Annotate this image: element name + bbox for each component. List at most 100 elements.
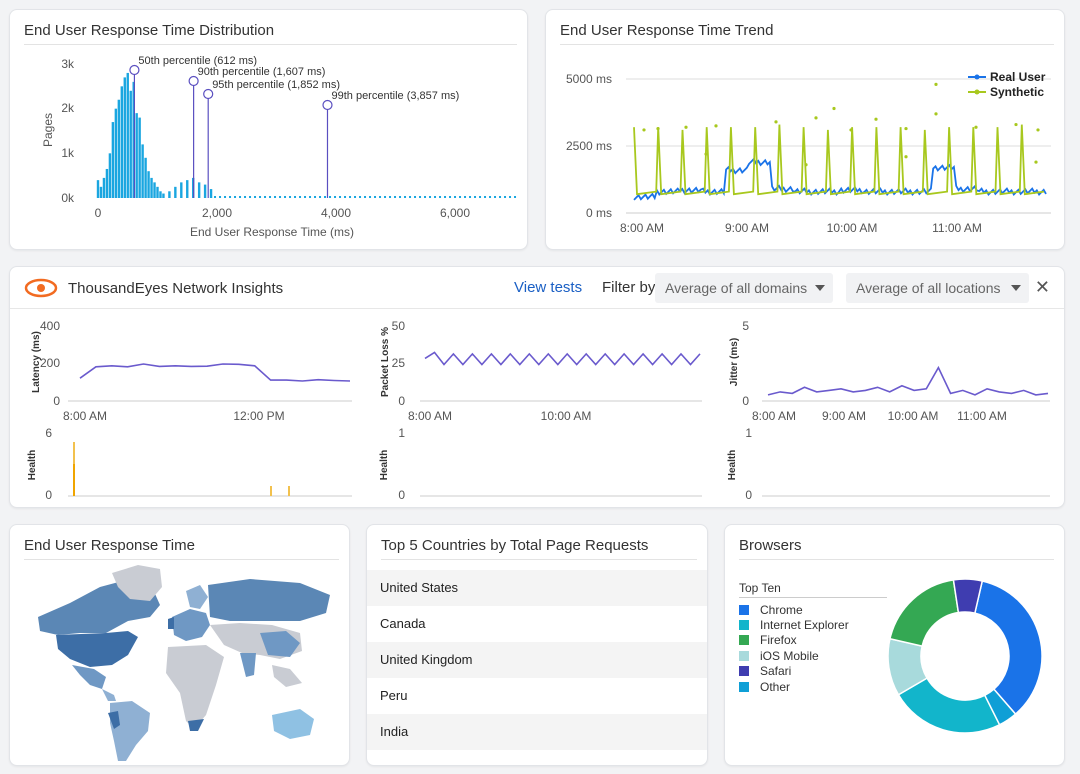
histogram-bar — [138, 117, 141, 198]
legend-marker-real-user — [974, 74, 980, 80]
percentile-marker-dot[interactable] — [322, 99, 333, 111]
histogram-bar — [203, 184, 207, 198]
y-tick: 5 — [742, 319, 749, 333]
synthetic-point — [1014, 122, 1018, 127]
legend-label: Safari — [760, 664, 792, 678]
histogram-bar — [123, 77, 126, 198]
synthetic-point — [642, 128, 646, 132]
trend-card: End User Response Time Trend 5000 ms 250… — [545, 9, 1065, 250]
map-region-united-kingdom[interactable] — [168, 617, 174, 629]
y-tick: 1 — [745, 426, 752, 440]
trend-chart: 5000 ms 2500 ms 0 ms 8:00 AM 9:00 AM 10:… — [566, 70, 1051, 235]
legend-label: Other — [760, 680, 791, 694]
map-region-south-america[interactable] — [110, 701, 150, 761]
donut-slice[interactable] — [889, 579, 960, 648]
donut-slice[interactable] — [952, 578, 984, 615]
y-tick: 400 — [40, 319, 60, 333]
x-tick: 10:00 AM — [541, 409, 592, 423]
list-item[interactable]: India — [367, 714, 707, 750]
y-tick: 25 — [392, 356, 406, 370]
synthetic-point — [832, 106, 836, 111]
map-region-south-africa[interactable] — [188, 719, 204, 731]
legend-swatch — [739, 682, 749, 692]
y-tick: 0 ms — [586, 206, 612, 220]
synthetic-point — [656, 126, 660, 131]
distribution-card: End User Response Time Distribution 3k 2… — [9, 9, 528, 250]
browsers-donut[interactable] — [725, 525, 1066, 767]
list-item[interactable]: United Kingdom — [367, 642, 707, 678]
series-line-real-user — [633, 157, 1047, 201]
view-tests-link[interactable]: View tests — [514, 279, 583, 296]
map-region-southeast-asia[interactable] — [272, 665, 302, 687]
map-region-greenland[interactable] — [112, 565, 162, 601]
trend-title: End User Response Time Trend — [560, 22, 774, 39]
health-bar — [270, 486, 272, 496]
map-region-central-america[interactable] — [102, 689, 116, 701]
histogram-bar — [156, 186, 159, 198]
x-tick: 11:00 AM — [957, 409, 1007, 423]
percentile-marker-dot[interactable] — [129, 64, 140, 76]
synthetic-point — [804, 163, 808, 167]
list-item[interactable]: Peru — [380, 688, 408, 703]
legend-label: Chrome — [760, 603, 803, 617]
world-map[interactable] — [10, 525, 351, 767]
y-axis-label: Health — [27, 450, 38, 481]
y-tick: 0k — [61, 191, 75, 205]
histogram-bar — [129, 90, 132, 198]
map-region-australia[interactable] — [272, 709, 314, 739]
map-region-united-states[interactable] — [56, 631, 138, 667]
location-select[interactable]: Average of all locations — [846, 273, 1029, 303]
x-tick: 10:00 AM — [827, 221, 878, 235]
synthetic-point — [904, 126, 908, 131]
legend-swatch — [739, 635, 749, 645]
synthetic-point — [874, 117, 878, 121]
map-region-russia[interactable] — [208, 579, 330, 621]
x-tick: 8:00 AM — [752, 409, 796, 423]
packet-loss-line — [424, 351, 701, 366]
map-region-scandinavia[interactable] — [186, 585, 208, 609]
map-region-china[interactable] — [260, 631, 300, 657]
x-tick: 0 — [95, 206, 102, 220]
distribution-title: End User Response Time Distribution — [24, 22, 275, 39]
histogram-bar — [102, 177, 106, 198]
map-region-europe[interactable] — [172, 609, 210, 641]
y-tick: 5000 ms — [566, 72, 612, 86]
legend-divider — [739, 597, 887, 598]
histogram-bar — [180, 182, 183, 198]
list-item[interactable]: United States — [367, 570, 707, 606]
map-region-mexico[interactable] — [72, 665, 106, 689]
legend-label: Firefox — [760, 633, 797, 647]
y-axis-label: Latency (ms) — [31, 331, 42, 393]
histogram-bar — [174, 186, 177, 198]
histogram-bar — [186, 180, 189, 198]
histogram-bar — [108, 153, 112, 198]
chevron-down-icon — [815, 285, 825, 291]
histogram-bar — [162, 193, 165, 198]
map-region-peru[interactable] — [108, 711, 120, 729]
y-tick: 0 — [398, 488, 405, 502]
percentile-label: 50th percentile (612 ms) — [138, 55, 257, 67]
synthetic-point — [1036, 128, 1040, 132]
domain-select[interactable]: Average of all domains — [655, 273, 833, 303]
synthetic-point — [934, 82, 938, 86]
list-item[interactable]: Canada — [380, 616, 426, 631]
health-bar — [288, 486, 290, 496]
synthetic-point — [774, 120, 778, 124]
map-region-india[interactable] — [240, 653, 256, 677]
legend-swatch — [739, 666, 749, 676]
histogram-bar — [99, 186, 103, 198]
x-tick: 8:00 AM — [620, 221, 664, 235]
synthetic-point — [849, 128, 853, 132]
histogram-bar — [135, 113, 138, 198]
histogram-bar — [159, 191, 162, 198]
y-tick: 0 — [398, 394, 405, 408]
legend-swatch — [739, 620, 749, 630]
histogram-bar — [144, 157, 147, 198]
map-region-africa[interactable] — [166, 645, 224, 729]
percentile-marker-dot[interactable] — [203, 88, 214, 100]
countries-title: Top 5 Countries by Total Page Requests — [381, 537, 649, 554]
donut-slice[interactable] — [973, 580, 1043, 716]
y-tick: 2k — [61, 101, 75, 115]
percentile-marker-dot[interactable] — [188, 75, 199, 87]
close-icon[interactable]: ✕ — [1034, 277, 1050, 297]
